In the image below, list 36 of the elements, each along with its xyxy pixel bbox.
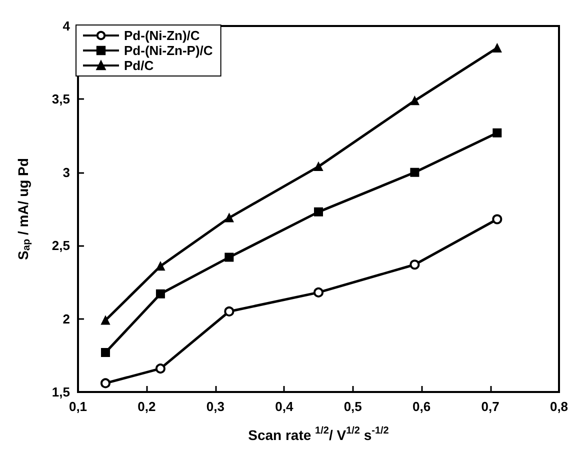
y-tick-label: 3,5 [52,92,70,107]
y-tick-label: 2,5 [52,238,70,254]
point [100,378,110,388]
x-tick-label: 0,6 [412,399,431,414]
x-tick-label: 0,1 [68,399,88,414]
point [410,260,420,270]
y-tick-label: 2 [62,311,70,326]
legend-label: Pd-(Ni-Zn)/C [124,28,200,43]
point [410,168,420,177]
point [314,207,323,216]
point [155,364,166,374]
point [492,128,502,138]
x-tick-label: 0,8 [550,399,568,414]
point [100,348,110,357]
y-axis-title: Sap / mA/ ug Pd [15,158,32,260]
point [100,316,110,325]
legend-label: Pd/C [124,58,154,73]
x-tick-label: 0,3 [206,399,224,414]
point [224,252,234,262]
y-tick-label: 1,5 [52,384,70,400]
legend-label: Pd-(Ni-Zn-P)/C [124,43,214,58]
point [224,213,234,222]
point [156,262,165,271]
y-tick-label: 4 [62,18,71,34]
x-tick-label: 0,7 [481,399,500,414]
point [314,287,324,298]
point [492,43,502,52]
point [492,214,502,224]
x-tick-label: 0,5 [344,399,362,414]
x-tick-label: 0,4 [275,399,294,414]
y-tick-label: 3 [62,164,70,180]
point [314,162,323,172]
point [224,306,234,316]
point [156,289,165,298]
x-tick-label: 0,2 [138,399,156,414]
point [410,96,420,106]
